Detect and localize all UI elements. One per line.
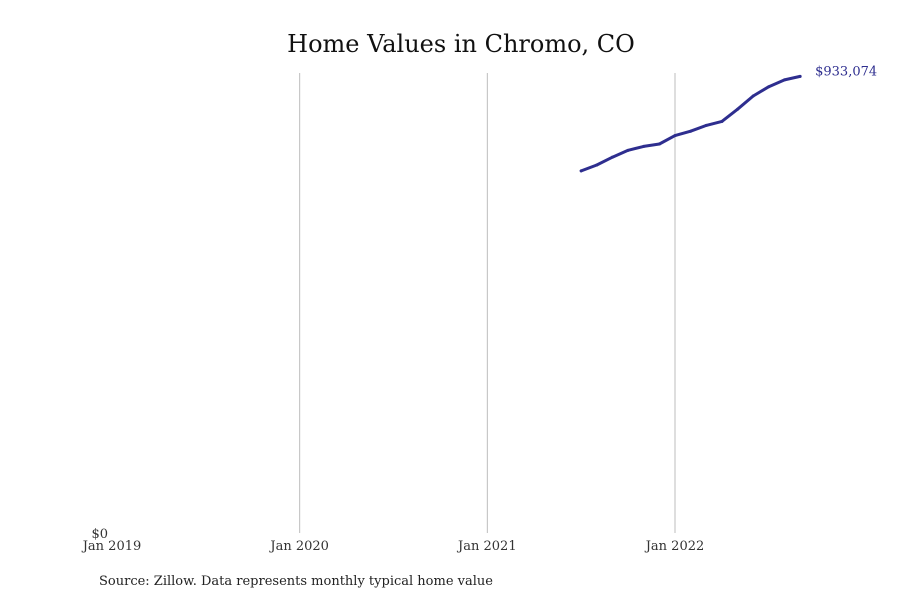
data-point-2022-03: [704, 123, 708, 127]
data-point-2021-10: [626, 148, 630, 152]
source-note: Source: Zillow. Data represents monthly …: [99, 574, 493, 589]
data-point-2022-08: [782, 78, 786, 82]
x-tick-label: Jan 2020: [268, 539, 329, 554]
series-points: [579, 74, 802, 173]
data-point-2022-07: [767, 85, 771, 89]
data-point-2022-04: [720, 119, 724, 123]
chart-title: Home Values in Chromo, CO: [287, 30, 635, 58]
series-line-home-value: [579, 74, 802, 173]
data-point-2022-05: [736, 107, 740, 111]
data-point-2021-12: [657, 142, 661, 146]
x-axis-ticks: Jan 2019 Jan 2020 Jan 2021 Jan 2022: [81, 539, 705, 554]
y-axis-ticks: $0: [91, 527, 108, 542]
x-tick-label: Jan 2022: [644, 539, 705, 554]
data-point-2021-09: [610, 155, 614, 159]
data-point-2021-11: [642, 144, 646, 148]
data-point-2021-08: [595, 163, 599, 167]
data-point-2022-02: [689, 129, 693, 133]
x-tick-label: Jan 2021: [456, 539, 517, 554]
data-point-2021-07: [579, 169, 583, 173]
y-tick-label: $0: [91, 527, 108, 542]
end-value-label: $933,074: [815, 64, 877, 79]
data-point-2022-06: [751, 94, 755, 98]
x-tick-label: Jan 2019: [81, 539, 142, 554]
gridlines: [299, 73, 676, 533]
data-point-2022-01: [673, 134, 677, 138]
data-point-2022-09: [798, 74, 802, 78]
